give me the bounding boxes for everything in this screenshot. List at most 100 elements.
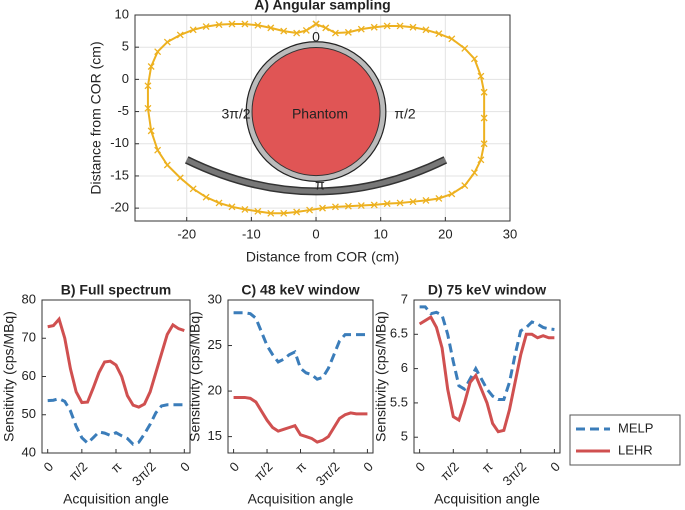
data-line (47, 397, 185, 446)
x-tick-label: π/2 (251, 459, 276, 484)
marker (422, 26, 430, 34)
legend-label: LEHR (618, 442, 653, 457)
y-tick-label: 50 (22, 406, 36, 421)
marker (448, 35, 456, 43)
y-tick-label: -5 (117, 103, 129, 118)
marker (383, 200, 391, 208)
marker (448, 190, 456, 198)
marker (280, 209, 288, 217)
data-line (47, 316, 185, 409)
marker (241, 20, 249, 28)
x-tick-label: 0 (312, 226, 319, 241)
y-tick-label: 25 (208, 337, 222, 352)
x-tick-label: 3π/2 (129, 459, 159, 489)
marker (154, 146, 162, 154)
bed-inner (185, 157, 447, 194)
marker (215, 199, 223, 207)
marker (254, 21, 262, 29)
marker (215, 21, 223, 29)
y-tick-label: 6.5 (390, 326, 408, 341)
axes-box (41, 299, 191, 454)
marker (147, 127, 155, 135)
marker (189, 26, 197, 34)
marker (322, 24, 330, 32)
x-tick-label: 10 (373, 226, 387, 241)
y-tick-label: 40 (22, 444, 36, 459)
plot-area (42, 300, 190, 453)
marker (461, 182, 469, 190)
marker (461, 45, 469, 52)
marker (370, 23, 378, 31)
x-tick-label: -10 (242, 226, 261, 241)
marker (396, 199, 404, 207)
y-tick-label: 60 (22, 368, 36, 383)
y-axis-label: Sensitivity (cps/MBq) (187, 311, 203, 442)
marker (357, 202, 365, 210)
marker (189, 185, 197, 193)
marker (176, 174, 184, 182)
x-axis-label: Distance from COR (cm) (246, 249, 399, 265)
y-tick-label: 7 (401, 291, 408, 306)
x-tick-label: π (292, 459, 309, 476)
y-tick-label: 15 (208, 428, 222, 443)
chart-title: C) 48 keV window (241, 282, 359, 298)
marker (370, 201, 378, 209)
marker (480, 88, 488, 96)
marker (470, 55, 478, 63)
marker (357, 25, 365, 33)
x-tick-label: π/2 (66, 459, 91, 484)
marker (422, 196, 430, 204)
axes-box (413, 299, 561, 454)
y-tick-label: 30 (208, 291, 222, 306)
marker (470, 169, 478, 177)
marker (163, 38, 171, 46)
phantom (251, 47, 381, 177)
y-tick-label: 20 (208, 383, 222, 398)
chart-title: B) Full spectrum (61, 282, 171, 298)
annotation: π/2 (394, 106, 416, 122)
marker (480, 140, 488, 148)
legend-label: MELP (618, 420, 653, 435)
y-tick-label: -10 (110, 135, 129, 150)
marker (409, 198, 417, 206)
y-tick-label: 6 (401, 360, 408, 375)
marker (344, 28, 352, 36)
marker (163, 161, 171, 169)
x-tick-label: 3π/2 (500, 459, 530, 489)
marker (331, 29, 339, 37)
y-tick-label: -15 (110, 167, 129, 182)
y-tick-label: 5 (401, 429, 408, 444)
y-axis-label: Sensitivity (cps/MBq) (373, 311, 389, 442)
marker (435, 30, 443, 38)
marker (144, 104, 152, 112)
marker (228, 203, 236, 211)
x-tick-label: π (479, 459, 496, 476)
data-line (419, 305, 555, 401)
x-axis-label: Acquisition angle (63, 491, 169, 507)
marker (477, 156, 485, 164)
marker (480, 114, 488, 122)
marker (202, 193, 210, 201)
marker (302, 26, 310, 34)
x-tick-label: 20 (438, 226, 452, 241)
plot-area (228, 300, 373, 453)
chart-title: A) Angular sampling (254, 0, 390, 13)
x-tick-label: π/2 (437, 459, 462, 484)
x-tick-label: 0 (547, 459, 563, 475)
marker (409, 23, 417, 31)
marker (176, 31, 184, 39)
x-tick-label: -20 (177, 226, 196, 241)
marker (267, 209, 275, 217)
y-tick-label: -20 (110, 200, 129, 215)
marker (344, 202, 352, 210)
y-tick-label: 80 (22, 291, 36, 306)
marker (293, 29, 301, 37)
y-tick-label: 5 (122, 39, 129, 54)
y-tick-label: 0 (122, 71, 129, 86)
y-tick-label: 70 (22, 330, 36, 345)
x-tick-label: 30 (503, 226, 517, 241)
marker (144, 82, 152, 90)
x-tick-label: 0 (41, 459, 57, 475)
marker (293, 208, 301, 216)
